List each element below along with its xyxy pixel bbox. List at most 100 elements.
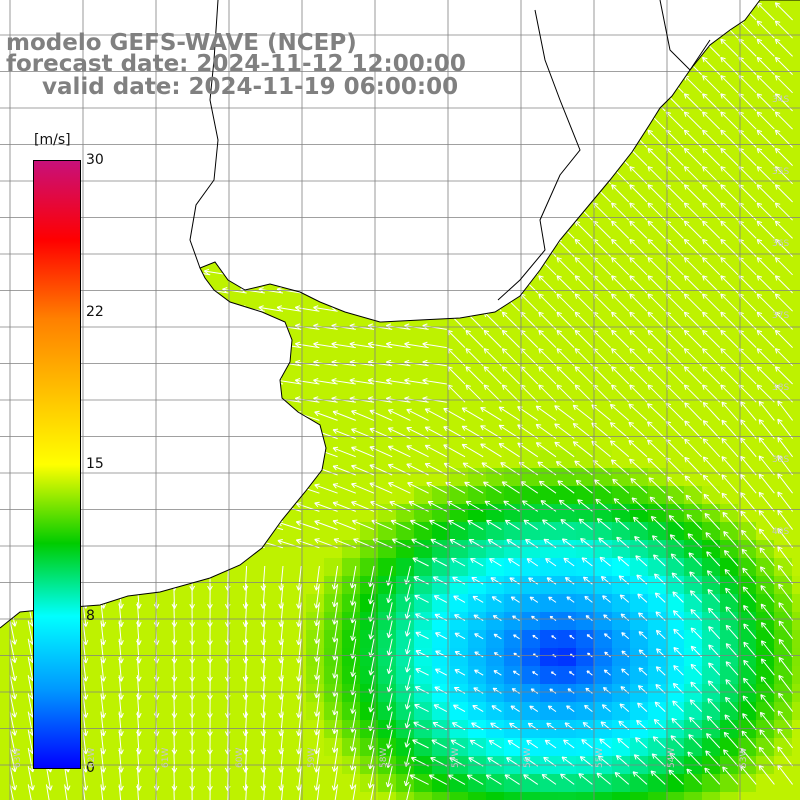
speed-cell — [90, 378, 109, 397]
speed-cell — [450, 306, 469, 325]
speed-cell — [288, 720, 307, 739]
wind-arrow — [167, 505, 193, 512]
speed-cell — [288, 504, 307, 523]
speed-cell — [630, 288, 649, 307]
speed-cell — [126, 144, 145, 163]
speed-cell — [162, 468, 181, 487]
speed-cell — [216, 648, 235, 667]
wind-arrow — [294, 123, 320, 130]
speed-cell — [126, 738, 145, 757]
wind-arrow — [294, 232, 320, 239]
speed-cell — [108, 522, 127, 541]
speed-cell — [162, 342, 181, 361]
speed-cell — [90, 432, 109, 451]
speed-cell — [774, 648, 793, 667]
speed-cell — [378, 252, 397, 271]
speed-cell — [702, 72, 721, 91]
wind-arrow — [501, 75, 520, 94]
speed-cell — [126, 684, 145, 703]
speed-cell — [54, 792, 73, 800]
speed-cell — [216, 792, 235, 800]
speed-cell — [180, 108, 199, 127]
speed-cell — [450, 792, 469, 800]
wind-arrow — [167, 432, 193, 440]
speed-cell — [234, 450, 253, 469]
speed-cell — [612, 288, 631, 307]
speed-cell — [162, 0, 181, 19]
speed-cell — [504, 342, 523, 361]
speed-cell — [162, 774, 181, 793]
speed-cell — [684, 0, 703, 19]
speed-cell — [558, 378, 577, 397]
speed-cell — [576, 630, 595, 649]
speed-cell — [216, 594, 235, 613]
speed-cell — [108, 558, 127, 577]
speed-cell — [198, 558, 217, 577]
speed-cell — [684, 720, 703, 739]
speed-cell — [738, 558, 757, 577]
wind-arrow — [367, 268, 393, 276]
speed-cell — [666, 162, 685, 181]
speed-cell — [612, 630, 631, 649]
speed-cell — [234, 126, 253, 145]
speed-cell — [468, 72, 487, 91]
speed-cell — [432, 486, 451, 505]
speed-cell — [234, 162, 253, 181]
wind-arrow — [203, 123, 229, 130]
speed-cell — [252, 594, 271, 613]
speed-cell — [108, 702, 127, 721]
wind-arrow — [720, 147, 739, 166]
speed-cell — [594, 162, 613, 181]
wind-arrow — [556, 38, 575, 57]
wind-arrow — [167, 359, 193, 367]
speed-cell — [144, 720, 163, 739]
speed-cell — [540, 576, 559, 595]
speed-cell — [18, 108, 37, 127]
speed-cell — [360, 216, 379, 235]
wind-arrow — [367, 14, 393, 21]
wind-arrow — [131, 341, 156, 349]
wind-arrow — [756, 147, 775, 166]
speed-cell — [576, 18, 595, 37]
speed-cell — [720, 558, 739, 577]
speed-cell — [630, 36, 649, 55]
speed-cell — [666, 126, 685, 145]
speed-cell — [198, 432, 217, 451]
speed-cell — [522, 378, 541, 397]
speed-cell — [792, 252, 800, 271]
wind-arrow — [203, 359, 229, 367]
speed-cell — [324, 414, 343, 433]
speed-cell — [468, 54, 487, 73]
wind-arrow — [665, 56, 684, 75]
speed-cell — [144, 666, 163, 685]
speed-cell — [450, 108, 469, 127]
speed-cell — [648, 792, 667, 800]
speed-cell — [306, 324, 325, 343]
speed-cell — [648, 162, 667, 181]
speed-cell — [342, 666, 361, 685]
speed-cell — [684, 144, 703, 163]
wind-arrow — [538, 147, 557, 166]
speed-cell — [144, 432, 163, 451]
speed-cell — [684, 324, 703, 343]
speed-cell — [468, 270, 487, 289]
speed-cell — [504, 666, 523, 685]
speed-cell — [36, 0, 55, 19]
wind-arrow — [131, 378, 156, 385]
speed-cell — [558, 90, 577, 109]
speed-cell — [630, 720, 649, 739]
speed-cell — [468, 396, 487, 415]
speed-cell — [486, 396, 505, 415]
wind-arrow — [167, 268, 193, 276]
speed-cell — [216, 666, 235, 685]
speed-cell — [306, 252, 325, 271]
speed-cell — [414, 342, 433, 361]
speed-cell — [612, 216, 631, 235]
wind-arrow — [240, 430, 265, 440]
speed-cell — [666, 612, 685, 631]
speed-cell — [666, 684, 685, 703]
speed-cell — [270, 432, 289, 451]
wind-arrow — [167, 541, 193, 549]
speed-cell — [774, 540, 793, 559]
speed-cell — [630, 774, 649, 793]
